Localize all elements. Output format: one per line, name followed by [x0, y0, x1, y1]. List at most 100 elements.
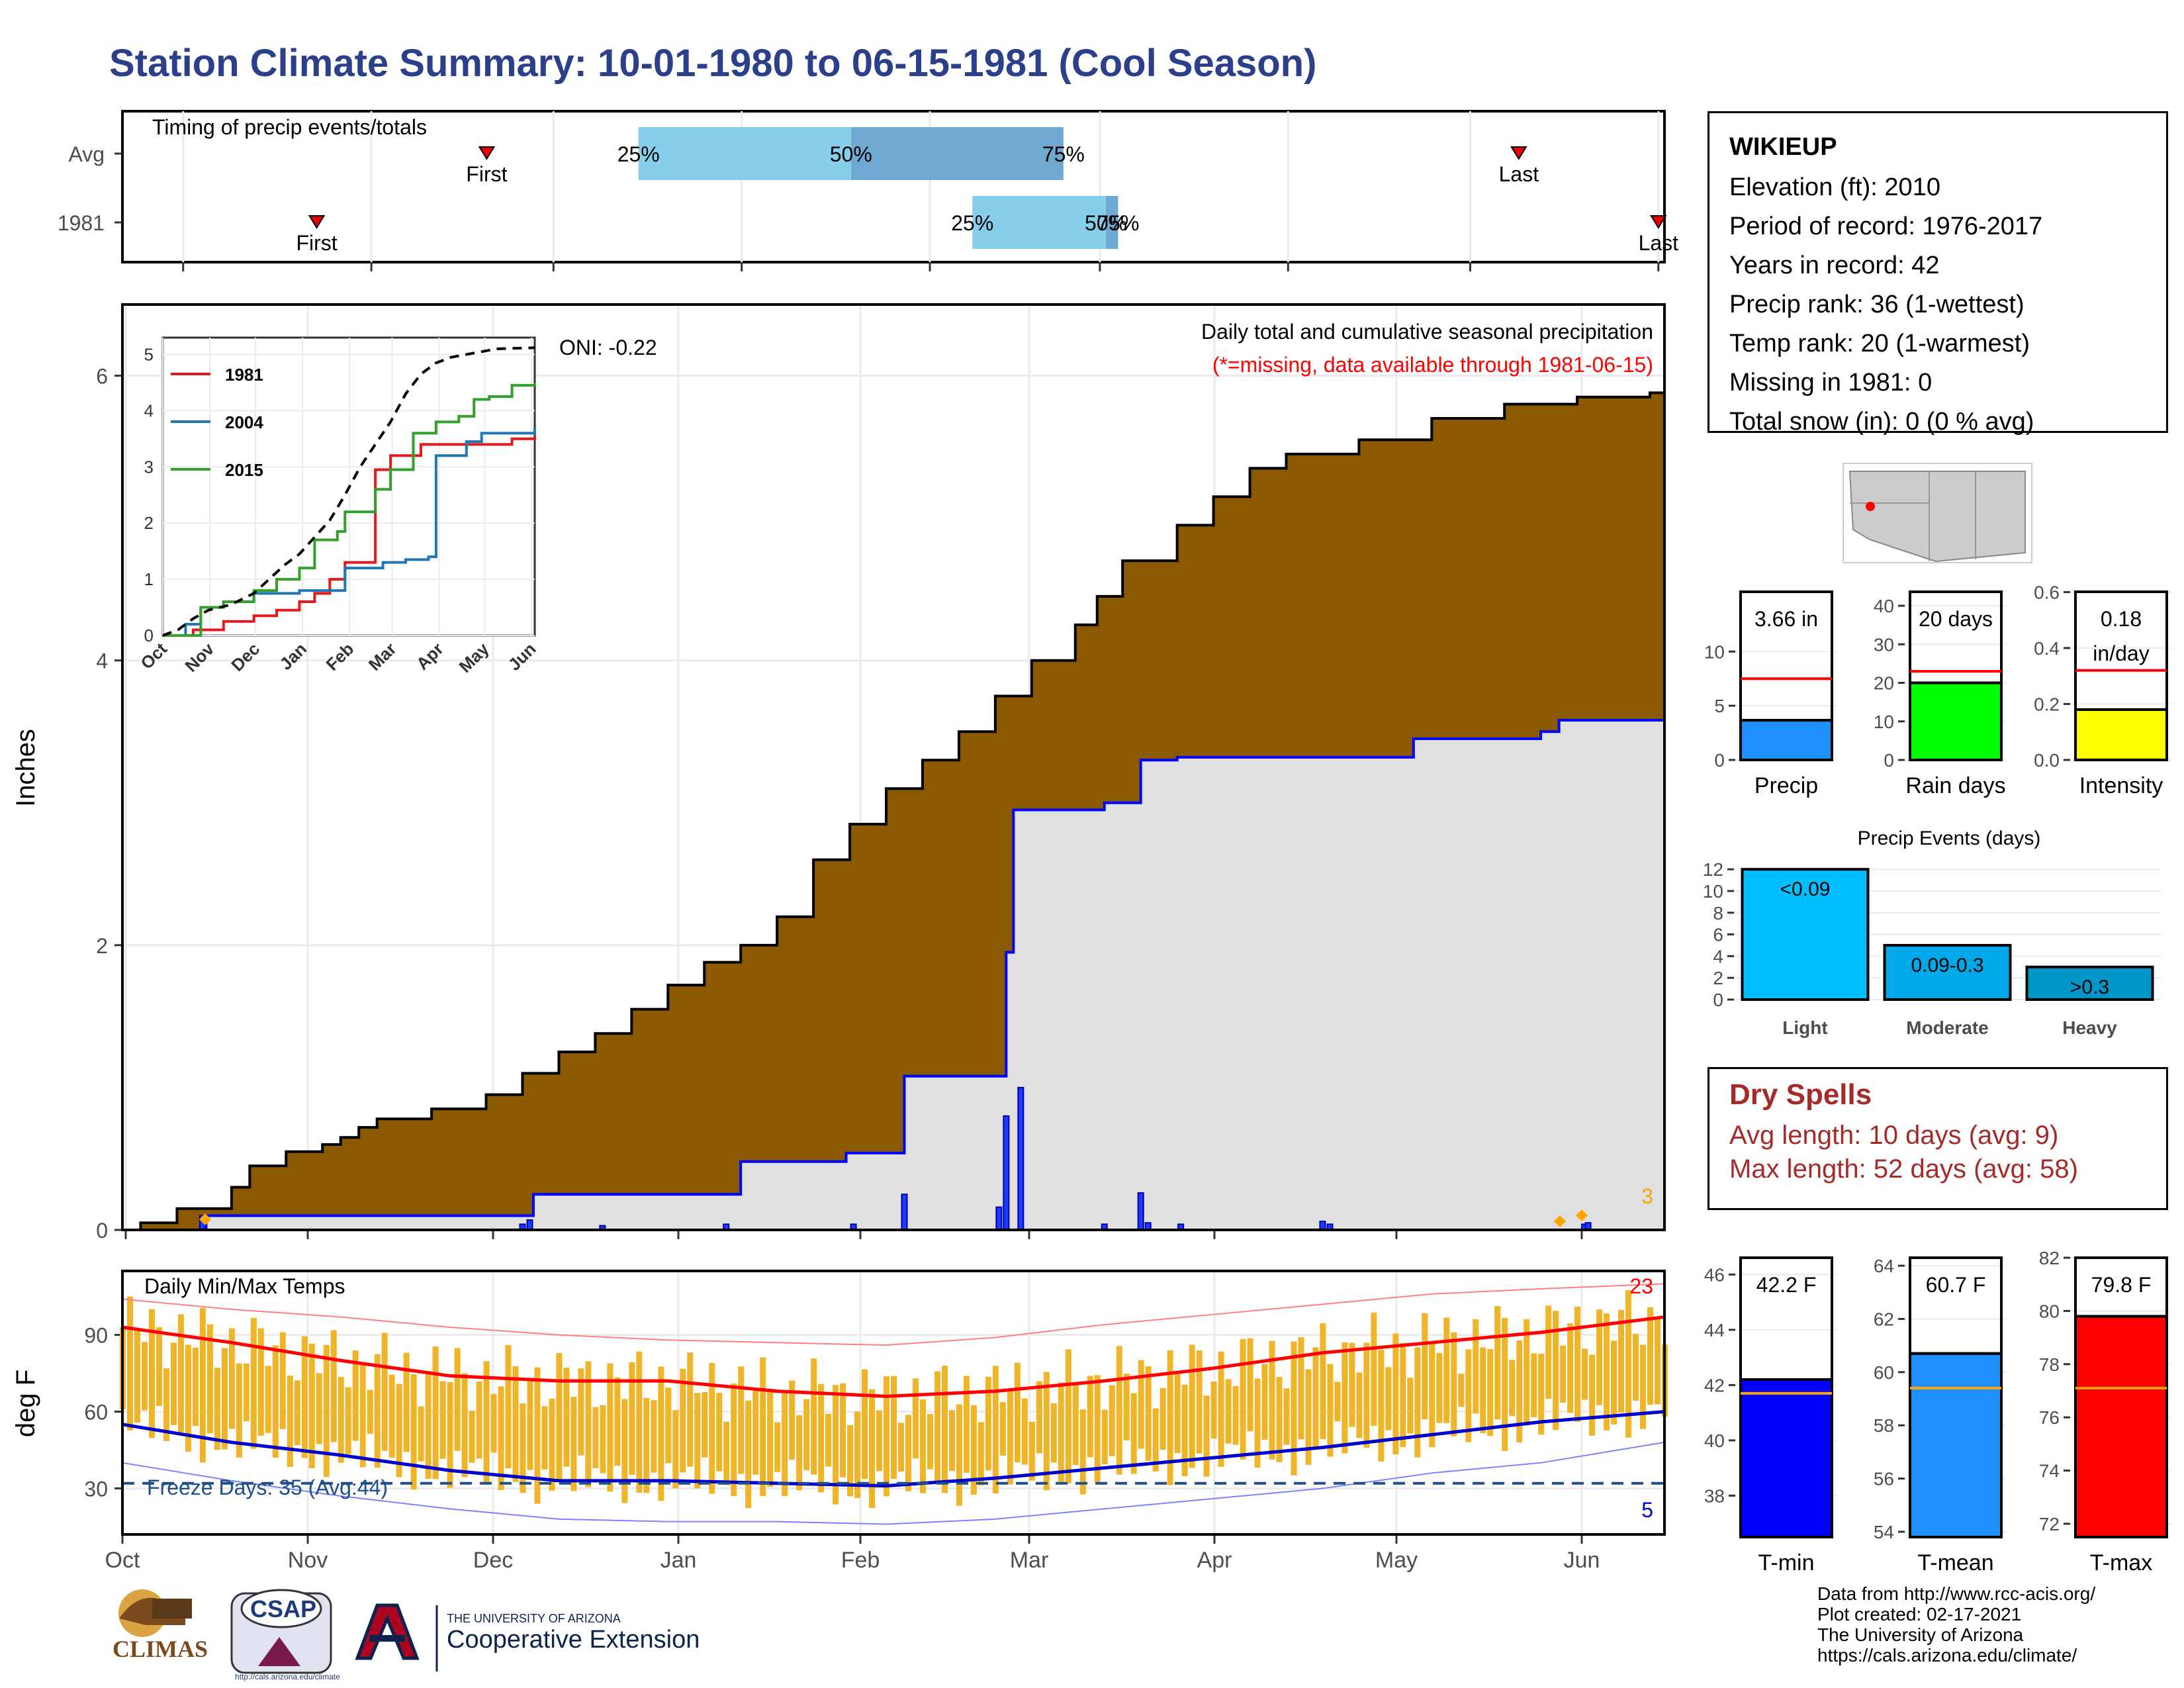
- station-period: Period of record: 1976-2017: [1729, 212, 2043, 240]
- events-title: Precip Events (days): [1858, 827, 2041, 849]
- events-tick-label: 0: [1713, 990, 1723, 1010]
- precip-subtitle: (*=missing, data available through 1981-…: [1212, 353, 1653, 377]
- daily-temp-bar: [862, 1369, 868, 1479]
- daily-temp-bar: [1109, 1385, 1115, 1456]
- daily-temp-bar: [1582, 1348, 1588, 1400]
- events-tick-label: 8: [1713, 903, 1723, 923]
- precip-marker: [199, 1213, 211, 1225]
- daily-temp-bar: [1363, 1342, 1370, 1448]
- daily-temp-bar: [1436, 1352, 1443, 1423]
- daily-temp-bar: [1123, 1374, 1130, 1441]
- events-tick-label: 6: [1713, 925, 1723, 945]
- locator-map: [1843, 463, 2032, 563]
- credit-line: Data from http://www.rcc-acis.org/: [1817, 1583, 2096, 1604]
- timing-label-25: 25%: [617, 142, 660, 166]
- inset-tick-label-y: 3: [144, 457, 154, 477]
- summary-bar: [1909, 681, 2003, 761]
- summary-tick-label: 80: [2039, 1301, 2060, 1321]
- daily-temp-bar: [425, 1371, 432, 1479]
- summary-tick-label: 20: [1874, 673, 1894, 694]
- daily-temp-bar: [381, 1333, 388, 1451]
- daily-temp-bar: [876, 1410, 883, 1472]
- daily-temp-bar: [680, 1368, 686, 1473]
- station-missing: Missing in 1981: 0: [1729, 369, 1933, 397]
- temp-tick-label-x: Feb: [841, 1548, 880, 1573]
- daily-temp-bar: [833, 1385, 839, 1505]
- temp-tick-label-x: Dec: [473, 1548, 513, 1573]
- temp-tick-label-y: 30: [84, 1477, 108, 1501]
- daily-temp-bar: [825, 1413, 832, 1467]
- daily-temp-bar: [1385, 1367, 1392, 1430]
- climas-logo: CLIMAS: [113, 1589, 208, 1662]
- credit-line: Plot created: 02-17-2021: [1817, 1604, 2022, 1624]
- timing-label-75: 75%: [1042, 142, 1085, 166]
- daily-temp-bar: [970, 1405, 977, 1495]
- summary-tick-label: 10: [1704, 641, 1725, 662]
- events-tick-label: 10: [1703, 881, 1723, 902]
- daily-temp-bar: [520, 1403, 526, 1493]
- event-bar-label: >0.3: [2070, 976, 2109, 998]
- daily-temp-bar: [534, 1367, 541, 1504]
- daily-temp-bar: [490, 1393, 497, 1453]
- daily-precip-bar: [1017, 1086, 1024, 1231]
- inset-tick-label-y: 4: [144, 400, 154, 420]
- daily-temp-bar: [141, 1342, 148, 1411]
- summary-tick-label: 42: [1704, 1375, 1725, 1395]
- daily-temp-bar: [1487, 1349, 1494, 1436]
- daily-temp-bar: [1079, 1409, 1086, 1495]
- daily-temp-bar: [774, 1422, 781, 1472]
- daily-temp-bar: [1538, 1354, 1545, 1435]
- daily-temp-bar: [1611, 1340, 1617, 1425]
- events-tick-label: 4: [1713, 946, 1723, 966]
- daily-temp-bar: [1647, 1307, 1654, 1405]
- last-event-marker: [1650, 215, 1667, 229]
- summary-tick-label: 64: [1874, 1256, 1894, 1276]
- summary-bar: [1739, 1378, 1833, 1538]
- daily-temp-bar: [1509, 1360, 1516, 1417]
- daily-temp-bar: [789, 1380, 796, 1460]
- daily-temp-bar: [570, 1397, 577, 1491]
- temp-corner-top: 23: [1629, 1274, 1653, 1298]
- daily-temp-bar: [767, 1389, 774, 1487]
- station-snow: Total snow (in): 0 (0 % avg): [1729, 408, 2034, 436]
- daily-temp-bar: [629, 1362, 635, 1476]
- daily-temp-bar: [1072, 1383, 1079, 1466]
- daily-temp-bar: [1196, 1350, 1203, 1454]
- daily-temp-bar: [1633, 1333, 1639, 1401]
- summary-tick-label: 72: [2039, 1514, 2060, 1534]
- daily-temp-bar: [323, 1344, 330, 1477]
- daily-temp-bar: [723, 1421, 730, 1485]
- current-cumulative-area: [122, 708, 1664, 1230]
- daily-temp-bar: [498, 1386, 504, 1491]
- summary-tick-label: 58: [1874, 1415, 1894, 1436]
- daily-temp-bar: [672, 1410, 679, 1489]
- daily-temp-bar: [126, 1296, 133, 1430]
- daily-temp-bar: [148, 1309, 155, 1438]
- daily-temp-bar: [1276, 1377, 1283, 1462]
- station-location-marker: [1866, 502, 1875, 511]
- summary-tick-label: 30: [1874, 634, 1894, 655]
- summary-tick-label: 0: [1714, 750, 1725, 771]
- daily-temp-bar: [884, 1376, 890, 1497]
- summary-tick-label: 5: [1714, 696, 1725, 716]
- daily-temp-bar: [963, 1376, 970, 1473]
- daily-temp-bar: [912, 1378, 919, 1459]
- temp-frame: [121, 1270, 1666, 1536]
- precip-ylabel: Inches: [11, 729, 40, 807]
- daily-temp-bar: [956, 1404, 962, 1506]
- daily-temp-bar: [716, 1393, 723, 1472]
- summary-tick-label: 0: [1884, 750, 1894, 771]
- daily-temp-bar: [897, 1423, 904, 1472]
- summary-category-label: T-mean: [1917, 1550, 1993, 1575]
- daily-temp-bar: [709, 1363, 715, 1494]
- temp-corner-bottom: 5: [1641, 1498, 1653, 1522]
- daily-temp-bar: [1021, 1398, 1028, 1465]
- daily-temp-bar: [731, 1383, 737, 1497]
- chart-title: Station Climate Summary: 10-01-1980 to 0…: [109, 42, 1317, 85]
- daily-temp-bar: [694, 1393, 701, 1489]
- record-min-line: [122, 1441, 1665, 1525]
- csap-text: CSAP: [250, 1595, 316, 1622]
- daily-temp-bar: [651, 1400, 657, 1473]
- daily-temp-bar: [1560, 1345, 1567, 1403]
- daily-precip-bar: [901, 1194, 908, 1231]
